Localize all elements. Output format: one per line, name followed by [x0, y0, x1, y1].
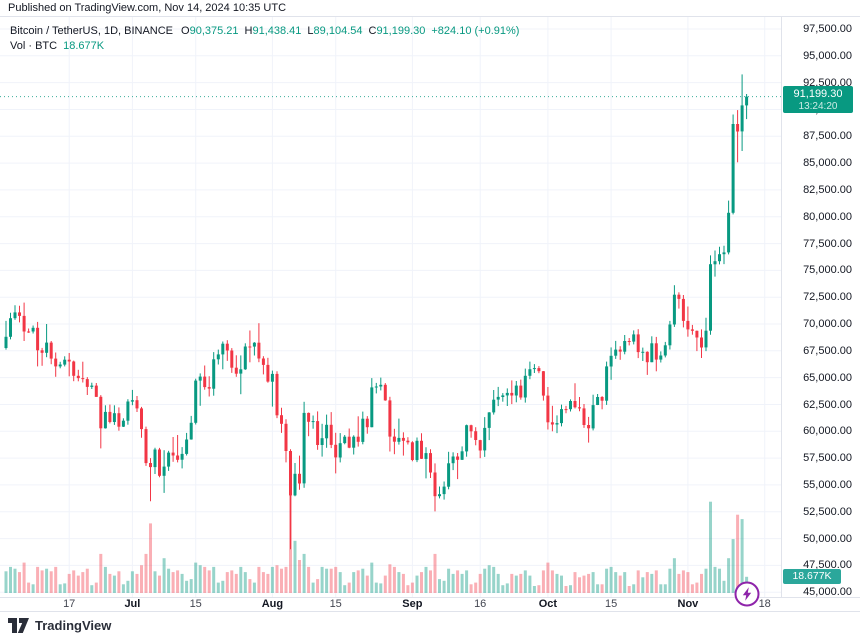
price-axis-label: 62,500.00 [803, 398, 852, 411]
time-axis-tick: Oct [538, 598, 558, 610]
volume-bars [4, 493, 749, 593]
close-value: 91,199.30 [376, 25, 426, 37]
time-axis-tick: 15 [189, 598, 202, 610]
ohlc-open: O90,375.21 [181, 25, 239, 37]
candles [4, 74, 749, 550]
lightning-icon[interactable] [733, 580, 761, 608]
time-axis-border [0, 597, 860, 598]
price-axis-label: 50,000.00 [803, 532, 852, 545]
footer: TradingView [8, 616, 111, 634]
chart-legend: Bitcoin / TetherUS, 1D, BINANCE O90,375.2… [10, 24, 519, 54]
price-axis-label: 47,500.00 [803, 559, 852, 572]
price-axis-label: 80,000.00 [803, 210, 852, 223]
time-axis-tick: Jul [124, 598, 141, 610]
time-axis-tick: 15 [604, 598, 618, 610]
price-axis-label: 75,000.00 [803, 264, 852, 277]
price-axis-label: 85,000.00 [803, 157, 852, 170]
ohlc-low: L89,104.54 [307, 25, 362, 37]
close-letter: C [368, 25, 377, 37]
frame-bottom-border [0, 611, 860, 612]
low-value: 89,104.54 [313, 25, 363, 37]
price-axis-label: 77,500.00 [803, 237, 852, 250]
current-volume-badge: 18.677K [783, 569, 841, 584]
time-axis-tick: 17 [63, 598, 76, 610]
open-letter: O [181, 25, 190, 37]
bar-countdown: 13:24:20 [798, 101, 838, 112]
price-axis-label: 60,000.00 [803, 425, 852, 438]
price-axis-label: 82,500.00 [803, 183, 852, 196]
tradingview-logo-icon[interactable] [8, 617, 29, 633]
price-axis-label: 72,500.00 [803, 291, 852, 304]
price-axis-label: 57,500.00 [803, 452, 852, 465]
price-axis-label: 97,500.00 [803, 23, 852, 35]
price-axis-label: 92,500.00 [803, 76, 852, 89]
published-caption: Published on TradingView.com, Nov 14, 20… [8, 2, 287, 14]
time-axis-tick: 16 [474, 598, 487, 610]
price-axis-border [781, 17, 782, 597]
ohlc-high: H91,438.41 [245, 25, 302, 37]
symbol-title[interactable]: Bitcoin / TetherUS, 1D, BINANCE [10, 25, 174, 37]
current-price-badge: 91,199.30 13:24:20 [783, 86, 853, 113]
time-axis[interactable]: 17 Jul 15 Aug 15 Sep 16 Oct 15 Nov 18 [0, 598, 781, 611]
price-axis-label: 67,500.00 [803, 344, 852, 357]
change-value: +824.10 (+0.91%) [431, 25, 520, 37]
current-price: 91,199.30 [793, 88, 843, 100]
low-letter: L [307, 25, 314, 37]
volume-label[interactable]: Vol · BTC [10, 40, 58, 52]
price-axis-label: 52,500.00 [803, 505, 852, 518]
price-axis-label: 55,000.00 [803, 478, 852, 491]
high-value: 91,438.41 [252, 25, 302, 37]
price-axis-label: 70,000.00 [803, 318, 852, 330]
footer-brand[interactable]: TradingView [35, 617, 112, 633]
volume-value: 18.677K [63, 40, 105, 52]
candlestick-chart[interactable] [0, 17, 781, 597]
time-axis-tick: 15 [329, 598, 342, 610]
price-axis[interactable]: 97,500.0095,000.0092,500.0090,000.0087,5… [782, 17, 860, 599]
price-axis-label: 95,000.00 [803, 49, 852, 62]
chart-pane[interactable]: Bitcoin / TetherUS, 1D, BINANCE O90,375.2… [0, 17, 781, 607]
time-axis-tick: Sep [402, 598, 423, 610]
grid-lines [0, 17, 781, 597]
time-axis-tick: Nov [677, 598, 699, 610]
ohlc-close: C91,199.30 [368, 25, 425, 37]
time-axis-tick: 18 [758, 598, 771, 610]
open-value: 90,375.21 [189, 25, 239, 37]
time-axis-tick: Aug [261, 598, 284, 610]
price-axis-label: 65,000.00 [803, 371, 852, 384]
price-axis-label: 45,000.00 [803, 586, 852, 599]
price-axis-label: 87,500.00 [803, 130, 852, 143]
high-letter: H [244, 25, 253, 37]
frame-top-border [0, 16, 860, 17]
